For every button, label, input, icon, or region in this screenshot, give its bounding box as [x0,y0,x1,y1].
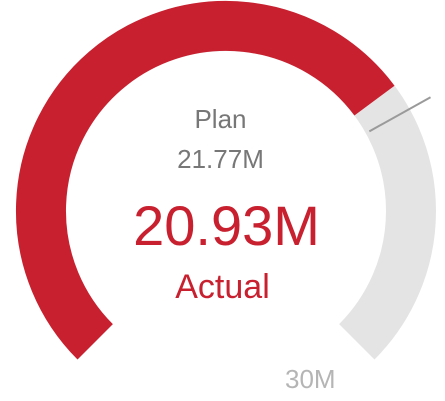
plan-label: Plan [194,104,247,134]
gauge-max-label: 30M [285,364,336,394]
actual-value: 20.93M [133,194,320,257]
plan-value: 21.77M [177,144,264,174]
actual-label: Actual [175,268,270,306]
gauge-plan-marker [368,96,432,133]
gauge-actual-arc [15,0,395,360]
